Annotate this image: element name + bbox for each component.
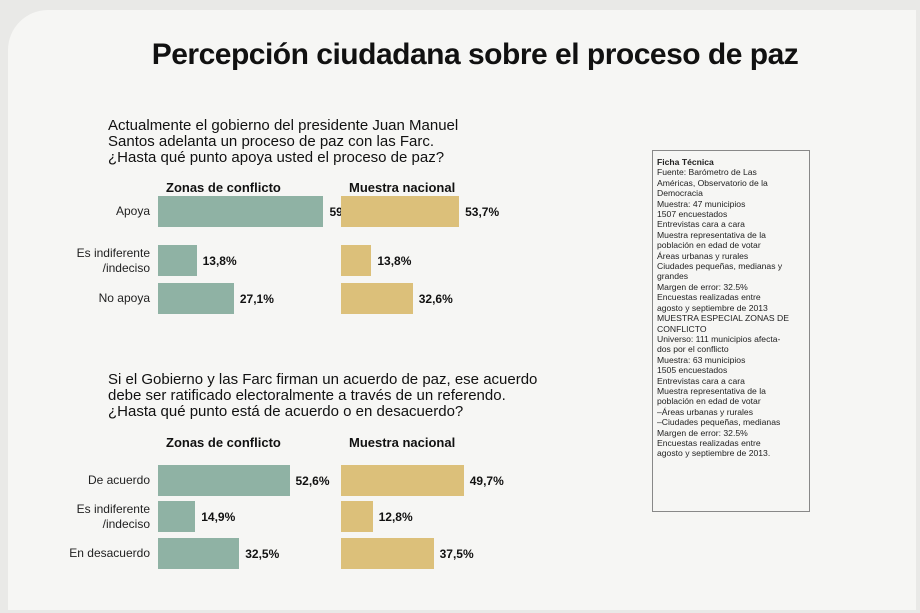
ficha-line: Muestra: 47 municipios [657, 198, 746, 209]
category-label: En desacuerdo [69, 546, 150, 560]
value-label: 13,8% [377, 253, 412, 268]
value-label: 53,7% [465, 204, 500, 219]
ficha-line: –Ciudades pequeñas, medianas [657, 417, 781, 428]
category-label: Es indiferente /indeciso [76, 501, 150, 531]
value-label: 49,7% [469, 473, 504, 488]
ficha-line: Margen de error: 32.5% [657, 281, 748, 292]
bar [341, 196, 460, 227]
category-label: No apoya [98, 291, 150, 305]
ficha-line: Universo: 111 municipios afecta- [657, 333, 781, 344]
title: Percepción ciudadana sobre el proceso de… [151, 38, 799, 71]
bar [158, 538, 240, 569]
ficha-line: –Áreas urbanas y rurales [657, 406, 754, 417]
ficha-line: Muestra: 63 municipios [657, 354, 746, 365]
ficha-tecnica: Ficha Técnica Fuente: Barómetro de Las Am… [652, 150, 810, 512]
ficha-line: Fuente: Barómetro de Las [657, 167, 757, 178]
ficha-line: Entrevistas cara a cara [657, 219, 745, 230]
ficha-line: Américas, Observatorio de la [657, 177, 768, 188]
ficha-line: Áreas urbanas y rurales [657, 250, 749, 261]
chart-header: Muestra nacional [349, 435, 456, 450]
category-label: Es indiferente /indeciso [76, 245, 150, 275]
ficha-line: población en edad de votar [657, 240, 761, 251]
ficha-line: agosto y septiembre de 2013. [657, 448, 771, 459]
ficha-line: MUESTRA ESPECIAL ZONAS DE [657, 313, 789, 324]
category-label: De acuerdo [87, 473, 150, 487]
bar [158, 501, 196, 532]
value-label: 14,9% [201, 509, 236, 524]
question: Si el Gobierno y las Farc firman un acue… [108, 371, 538, 420]
chart-header: Zonas de conflicto [166, 435, 281, 450]
ficha-line: dos por el conflicto [657, 344, 729, 355]
ficha-line: Encuestas realizadas entre [657, 292, 761, 303]
ficha-line: Ciudades pequeñas, medianas y [657, 261, 783, 272]
bar [158, 196, 324, 227]
bar [341, 245, 372, 276]
value-label: 32,6% [418, 291, 453, 306]
bar [158, 245, 197, 276]
ficha-line: Margen de error: 32.5% [657, 427, 748, 438]
ficha-line: población en edad de votar [657, 396, 761, 407]
ficha-line: agosto y septiembre de 2013 [657, 302, 768, 313]
category-label: Apoya [115, 204, 150, 218]
bar [341, 465, 464, 496]
ficha-line: Muestra representativa de la [657, 385, 766, 396]
bar [158, 283, 234, 314]
bar [158, 465, 290, 496]
ficha-lines: Fuente: Barómetro de Las Américas, Observ… [657, 167, 809, 458]
chart-header: Muestra nacional [349, 180, 456, 195]
ficha-line: Entrevistas cara a cara [657, 375, 745, 386]
bar [341, 538, 434, 569]
bar [341, 501, 373, 532]
ficha-line: 1507 encuestados [657, 209, 728, 220]
value-label: 12,8% [378, 509, 413, 524]
ficha-line: 1505 encuestados [657, 365, 728, 376]
question: Actualmente el gobierno del presidente J… [108, 117, 459, 166]
ficha-line: grandes [657, 271, 689, 282]
value-label: 13,8% [202, 253, 237, 268]
value-label: 52,6% [295, 473, 330, 488]
chart-header: Zonas de conflicto [166, 180, 281, 195]
value-label: 32,5% [245, 546, 280, 561]
value-label: 27,1% [239, 291, 274, 306]
ficha-line: Democracia [657, 188, 703, 199]
bar [341, 283, 413, 314]
ficha-line: Muestra representativa de la [657, 229, 766, 240]
ficha-line: Encuestas realizadas entre [657, 437, 761, 448]
ficha-line: CONFLICTO [657, 323, 707, 334]
value-label: 37,5% [439, 546, 474, 561]
ficha-heading: Ficha Técnica [657, 157, 714, 167]
